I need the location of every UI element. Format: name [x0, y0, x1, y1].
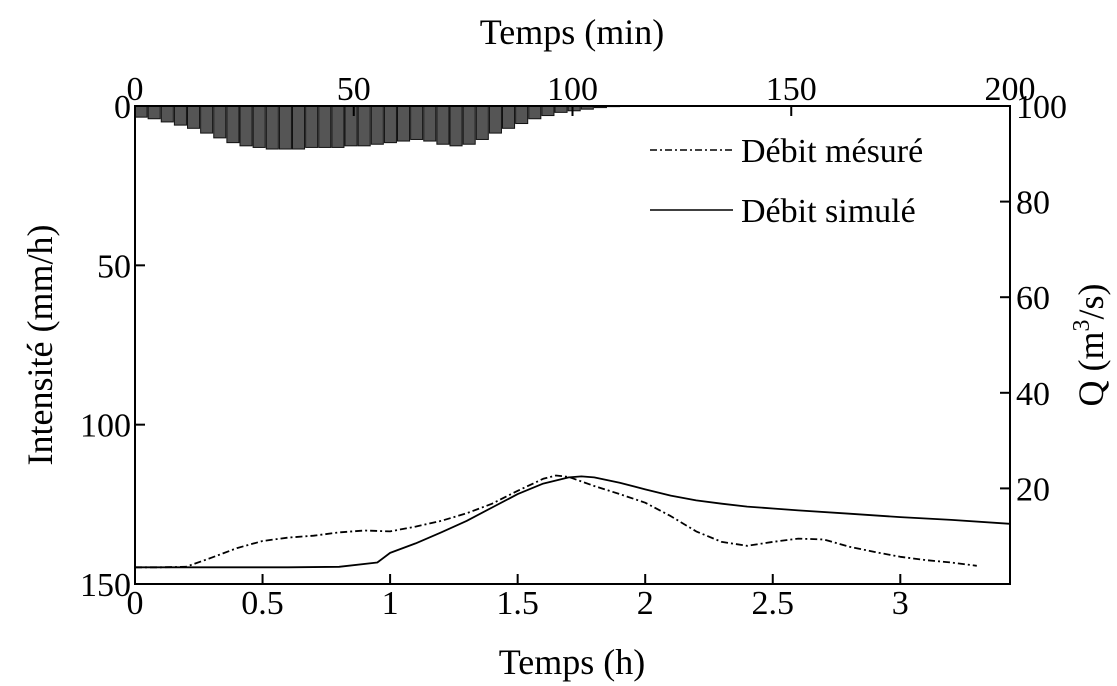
rainfall-bar — [265, 105, 279, 150]
left-axis-title: Intensité (mm/h) — [20, 225, 60, 466]
legend-measured-label: Débit mésuré — [741, 133, 923, 170]
rainfall-bar — [278, 105, 292, 150]
bottom-axis-tick-label: 0.5 — [241, 585, 284, 622]
rainfall-bar — [305, 105, 319, 148]
bottom-axis-tick-label: 0 — [127, 585, 144, 622]
rainfall-bar — [292, 105, 306, 150]
legend-simulated-label: Débit simulé — [741, 193, 916, 230]
bottom-axis-tick-label: 1.5 — [496, 585, 539, 622]
plot-frame — [134, 105, 1011, 585]
rainfall-bar — [357, 105, 371, 147]
bottom-axis-tick-label: 2.5 — [752, 585, 795, 622]
bottom-axis-tick-label: 3 — [892, 585, 909, 622]
rainfall-bar — [488, 105, 502, 134]
right-axis-title-superscript: 3 — [1069, 320, 1095, 332]
left-axis-tick-label: 50 — [97, 248, 131, 285]
rainfall-bar — [160, 105, 174, 123]
rainfall-bar — [436, 105, 450, 145]
discharge-lines — [135, 474, 1011, 569]
rainfall-bar — [449, 105, 463, 147]
rainfall-bar — [370, 105, 384, 145]
right-axis-tick-label: 100 — [1016, 89, 1067, 126]
top-axis-title: Temps (min) — [480, 12, 664, 52]
rainfall-bar — [502, 105, 516, 129]
bottom-axis-title: Temps (h) — [499, 642, 645, 682]
rainfall-bar — [423, 105, 437, 142]
rainfall-bar — [252, 105, 266, 148]
rainfall-bar — [187, 105, 201, 129]
right-axis-tick-label: 20 — [1016, 471, 1050, 508]
rainfall-bar — [397, 105, 411, 142]
left-axis-tick-label: 0 — [114, 89, 131, 126]
rainfall-bar — [462, 105, 476, 145]
right-axis-tick-label: 80 — [1016, 185, 1050, 222]
rainfall-bar — [344, 105, 358, 147]
top-axis-tick-label: 0 — [127, 71, 144, 108]
rainfall-bar — [173, 105, 187, 126]
top-axis-tick-label: 50 — [337, 71, 371, 108]
rainfall-bar — [475, 105, 489, 140]
right-axis-title: Q (m3/s) — [1069, 284, 1111, 407]
rainfall-bar — [410, 105, 424, 140]
rainfall-bar — [318, 105, 332, 148]
top-axis-tick-label: 150 — [766, 71, 817, 108]
rainfall-bars — [134, 105, 621, 150]
legend: Débit mésuré Débit simulé — [650, 133, 923, 230]
rainfall-bar — [226, 105, 240, 144]
series-line-simulated — [135, 475, 1011, 569]
rainfall-bar — [239, 105, 253, 147]
bottom-axis-tick-label: 1 — [382, 585, 399, 622]
top-axis-tick-label: 200 — [985, 71, 1036, 108]
left-axis-tick-label: 100 — [80, 408, 131, 445]
top-axis-tick-label: 100 — [547, 71, 598, 108]
series-line-measured — [135, 474, 977, 569]
rainfall-bar — [383, 105, 397, 144]
left-axis-tick-label: 150 — [80, 567, 131, 604]
rainfall-bar — [213, 105, 227, 139]
rainfall-bar — [515, 105, 529, 125]
rainfall-bar — [147, 105, 161, 120]
right-axis-tick-label: 60 — [1016, 280, 1050, 317]
rainfall-bar — [200, 105, 214, 134]
rainfall-bar — [528, 105, 542, 120]
rainfall-bar — [331, 105, 345, 148]
bottom-axis-tick-label: 2 — [637, 585, 654, 622]
ticks: 0 50 100 150 200 0 0.5 1 1.5 2 2.5 3 0 50 100 150 100 80 6… — [80, 71, 1067, 622]
right-axis-tick-label: 40 — [1016, 376, 1050, 413]
